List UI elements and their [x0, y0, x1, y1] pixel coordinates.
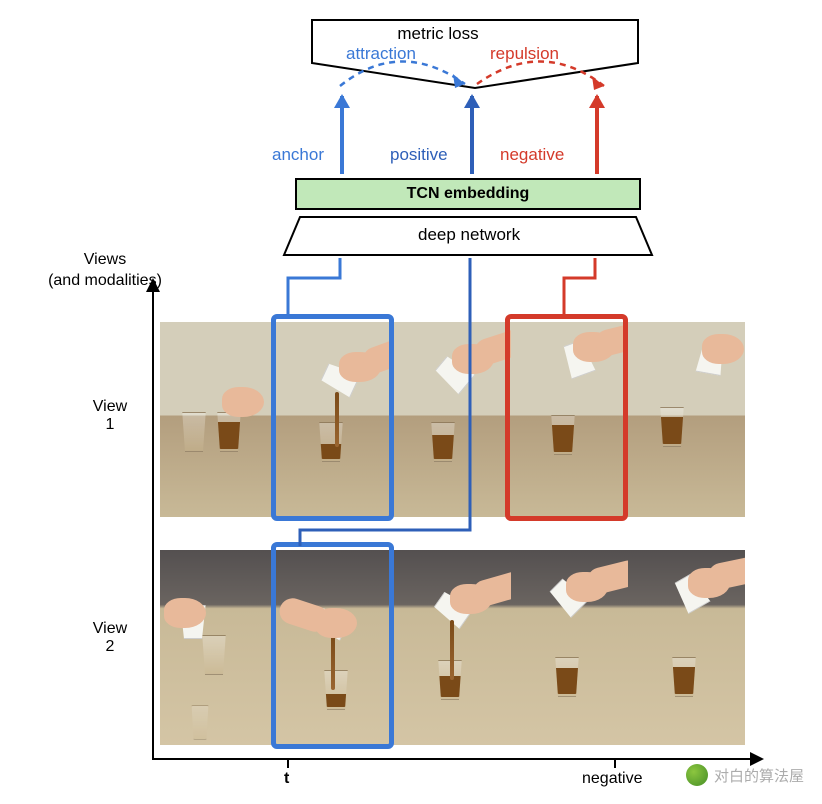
arrow-positive-top [470, 96, 474, 174]
view2-frame-4 [628, 550, 745, 745]
deep-network-label: deep network [418, 225, 520, 245]
repulsion-label: repulsion [490, 44, 559, 64]
view2-frame-0 [160, 550, 277, 745]
tcn-embedding-box: TCN embedding [295, 178, 641, 210]
positive-label: positive [390, 145, 448, 165]
tick-t [287, 758, 289, 768]
view-2-row [160, 550, 745, 745]
metric-loss-label: metric loss [397, 24, 478, 44]
view1-frame-4 [628, 322, 745, 517]
view1-frame-2 [394, 322, 511, 517]
watermark-icon [686, 764, 708, 786]
view-1-row [160, 322, 745, 517]
tick-negative [614, 758, 616, 768]
arrow-anchor-top [340, 96, 344, 174]
tick-t-label: t [284, 770, 289, 788]
view2-frame-1 [277, 550, 394, 745]
view-1-label: View 1 [80, 398, 140, 434]
watermark-text: 对白的算法屋 [714, 765, 804, 786]
arrow-negative-top [595, 96, 599, 174]
view1-frame-0 [160, 322, 277, 517]
view-2-label: View 2 [80, 620, 140, 656]
y-axis-label: Views (and modalities) [35, 250, 175, 292]
view2-frame-3 [511, 550, 628, 745]
y-axis-label-2: (and modalities) [48, 272, 162, 289]
tcn-diagram: Views (and modalities) View 1 View 2 t n… [40, 10, 760, 760]
anchor-label: anchor [272, 145, 324, 165]
view2-frame-2 [394, 550, 511, 745]
view1-frame-3 [511, 322, 628, 517]
tick-negative-label: negative [582, 770, 643, 788]
y-axis [152, 280, 154, 760]
watermark: 对白的算法屋 [686, 764, 804, 786]
y-axis-label-1: Views [84, 251, 126, 268]
view1-frame-1 [277, 322, 394, 517]
negative-label: negative [500, 145, 564, 165]
attraction-label: attraction [346, 44, 416, 64]
x-axis [152, 758, 762, 760]
